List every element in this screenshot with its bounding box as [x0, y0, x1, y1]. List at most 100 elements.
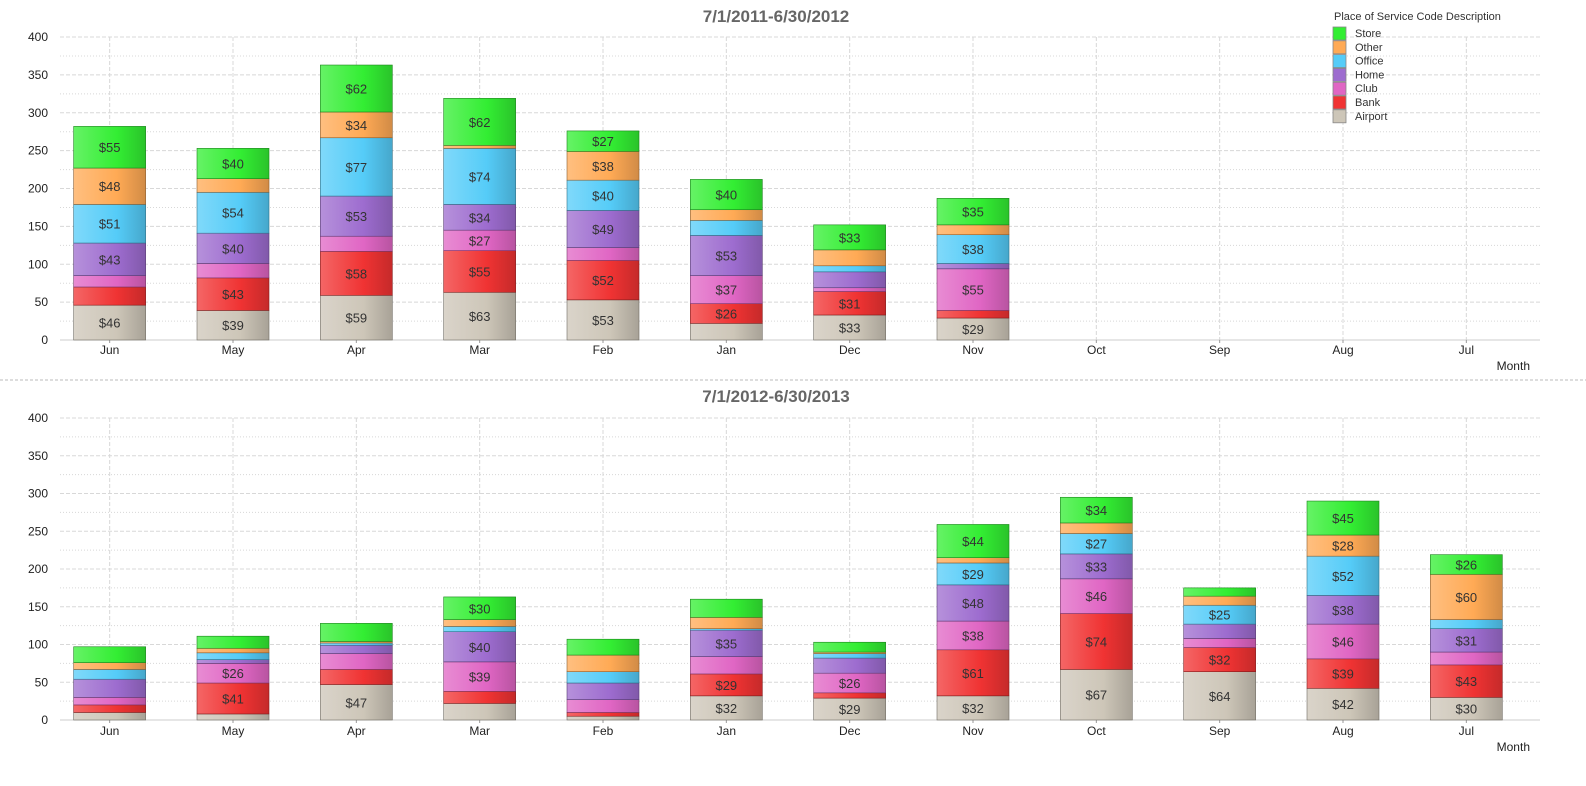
- bar-segment-store[interactable]: [320, 623, 393, 642]
- bar-segment-club[interactable]: [320, 235, 393, 252]
- bar-segment-store[interactable]: [196, 148, 270, 179]
- bar-segment-store[interactable]: [936, 524, 1010, 558]
- bar-segment-office[interactable]: [1430, 619, 1503, 629]
- bar-segment-airport[interactable]: [73, 304, 146, 341]
- bar-segment-other[interactable]: [1183, 595, 1256, 606]
- bar-segment-office[interactable]: [73, 669, 146, 680]
- bar-segment-home[interactable]: [566, 682, 640, 700]
- bar-segment-office[interactable]: [566, 671, 640, 684]
- bar-segment-other[interactable]: [443, 619, 516, 627]
- bar-segment-office[interactable]: [443, 626, 516, 632]
- bar-segment-club[interactable]: [1060, 578, 1133, 614]
- bar-segment-airport[interactable]: [196, 310, 270, 341]
- bar-segment-store[interactable]: [813, 224, 886, 251]
- bar-segment-club[interactable]: [73, 697, 146, 706]
- bar-segment-office[interactable]: [813, 265, 886, 273]
- bar-segment-store[interactable]: [566, 130, 640, 152]
- bar-segment-airport[interactable]: [566, 715, 640, 721]
- bar-segment-club[interactable]: [566, 247, 640, 261]
- bar-segment-other[interactable]: [320, 111, 393, 139]
- bar-segment-store[interactable]: [1060, 496, 1133, 524]
- bar-segment-airport[interactable]: [566, 299, 640, 341]
- bar-segment-other[interactable]: [1060, 522, 1133, 534]
- bar-segment-other[interactable]: [196, 647, 270, 654]
- bar-segment-other[interactable]: [566, 151, 640, 181]
- bar-segment-airport[interactable]: [690, 695, 763, 721]
- bar-segment-store[interactable]: [813, 641, 886, 653]
- bar-segment-club[interactable]: [566, 699, 640, 713]
- bar-segment-office[interactable]: [320, 642, 393, 646]
- bar-segment-airport[interactable]: [196, 713, 270, 721]
- bar-segment-home[interactable]: [320, 644, 393, 654]
- bar-segment-other[interactable]: [936, 224, 1010, 236]
- bar-segment-club[interactable]: [936, 268, 1010, 311]
- bar-segment-airport[interactable]: [1060, 669, 1133, 721]
- bar-segment-bank[interactable]: [1060, 613, 1133, 670]
- bar-segment-airport[interactable]: [1183, 671, 1256, 721]
- bar-segment-store[interactable]: [73, 646, 146, 663]
- bar-segment-bank[interactable]: [1306, 658, 1380, 689]
- bar-segment-home[interactable]: [443, 204, 516, 231]
- bar-segment-club[interactable]: [73, 275, 146, 288]
- bar-segment-other[interactable]: [690, 209, 763, 221]
- bar-segment-home[interactable]: [1060, 553, 1133, 580]
- bar-segment-bank[interactable]: [566, 260, 640, 301]
- bar-segment-other[interactable]: [196, 178, 270, 193]
- bar-segment-bank[interactable]: [443, 250, 516, 293]
- bar-segment-club[interactable]: [690, 275, 763, 304]
- bar-segment-home[interactable]: [73, 242, 146, 276]
- bar-segment-club[interactable]: [690, 656, 763, 675]
- bar-segment-home[interactable]: [690, 629, 763, 657]
- bar-segment-home[interactable]: [73, 678, 146, 698]
- bar-segment-club[interactable]: [443, 661, 516, 692]
- bar-segment-bank[interactable]: [813, 692, 886, 699]
- bar-segment-home[interactable]: [1183, 623, 1256, 639]
- bar-segment-airport[interactable]: [320, 684, 393, 721]
- bar-segment-club[interactable]: [196, 263, 270, 279]
- bar-segment-other[interactable]: [1430, 573, 1503, 620]
- bar-segment-bank[interactable]: [196, 682, 270, 715]
- bar-segment-other[interactable]: [566, 654, 640, 672]
- bar-segment-home[interactable]: [320, 195, 393, 237]
- bar-segment-bank[interactable]: [936, 649, 1010, 697]
- bar-segment-club[interactable]: [936, 620, 1010, 651]
- bar-segment-airport[interactable]: [320, 295, 393, 341]
- bar-segment-office[interactable]: [813, 653, 886, 659]
- bar-segment-bank[interactable]: [320, 669, 393, 685]
- bar-segment-home[interactable]: [196, 232, 270, 264]
- bar-segment-office[interactable]: [936, 234, 1010, 264]
- bar-segment-office[interactable]: [443, 148, 516, 205]
- bar-segment-other[interactable]: [73, 662, 146, 670]
- bar-segment-home[interactable]: [813, 271, 886, 289]
- bar-segment-bank[interactable]: [443, 691, 516, 704]
- bar-segment-store[interactable]: [443, 596, 516, 620]
- bar-segment-bank[interactable]: [1183, 647, 1256, 672]
- bar-segment-office[interactable]: [1306, 555, 1380, 596]
- bar-segment-bank[interactable]: [73, 704, 146, 713]
- bar-segment-home[interactable]: [813, 657, 886, 674]
- bar-segment-airport[interactable]: [443, 291, 516, 341]
- bar-segment-office[interactable]: [690, 220, 763, 236]
- bar-segment-bank[interactable]: [566, 712, 640, 717]
- bar-segment-club[interactable]: [320, 653, 393, 670]
- bar-segment-airport[interactable]: [73, 712, 146, 721]
- bar-segment-store[interactable]: [936, 198, 1010, 226]
- bar-segment-store[interactable]: [1183, 587, 1256, 597]
- bar-segment-store[interactable]: [443, 98, 516, 146]
- bar-segment-other[interactable]: [936, 557, 1010, 564]
- bar-segment-airport[interactable]: [443, 703, 516, 721]
- bar-segment-home[interactable]: [1306, 595, 1380, 625]
- bar-segment-home[interactable]: [566, 210, 640, 248]
- bar-segment-other[interactable]: [690, 617, 763, 629]
- bar-segment-bank[interactable]: [936, 310, 1010, 319]
- bar-segment-bank[interactable]: [196, 277, 270, 311]
- bar-segment-store[interactable]: [690, 598, 763, 618]
- bar-segment-office[interactable]: [566, 179, 640, 211]
- bar-segment-club[interactable]: [1306, 623, 1380, 660]
- bar-segment-office[interactable]: [196, 191, 270, 234]
- bar-segment-home[interactable]: [936, 584, 1010, 622]
- bar-segment-store[interactable]: [73, 126, 146, 169]
- bar-segment-office[interactable]: [320, 137, 393, 197]
- bar-segment-bank[interactable]: [73, 286, 146, 306]
- bar-segment-home[interactable]: [443, 631, 516, 663]
